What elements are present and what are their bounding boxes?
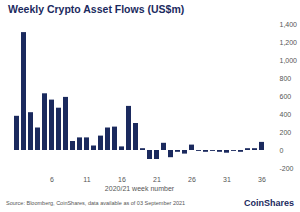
svg-text:-200: -200: [280, 165, 294, 172]
svg-text:2020/21 week number: 2020/21 week number: [105, 185, 175, 192]
svg-text:0: 0: [280, 147, 284, 154]
svg-text:11: 11: [83, 176, 90, 183]
svg-text:26: 26: [188, 176, 196, 183]
svg-text:600: 600: [280, 93, 292, 100]
svg-text:36: 36: [258, 176, 266, 183]
svg-text:400: 400: [280, 111, 292, 118]
svg-text:1,000: 1,000: [280, 57, 298, 64]
html-text:Source: Bloomberg, CoinShares,: Source: Bloomberg, CoinShares, data avai…: [6, 200, 186, 206]
svg-text:16: 16: [118, 176, 126, 183]
svg-text:200: 200: [280, 129, 292, 136]
svg-text:31: 31: [223, 176, 231, 183]
svg-text:1,200: 1,200: [280, 39, 298, 46]
svg-text:21: 21: [153, 176, 161, 183]
svg-text:800: 800: [280, 75, 292, 82]
svg-text:1,400: 1,400: [280, 21, 298, 28]
html-text:Weekly Crypto Asset Flows (US$: Weekly Crypto Asset Flows (US$m): [8, 3, 185, 15]
html-text:CoinShares: CoinShares: [244, 198, 294, 208]
svg-text:6: 6: [50, 176, 54, 183]
